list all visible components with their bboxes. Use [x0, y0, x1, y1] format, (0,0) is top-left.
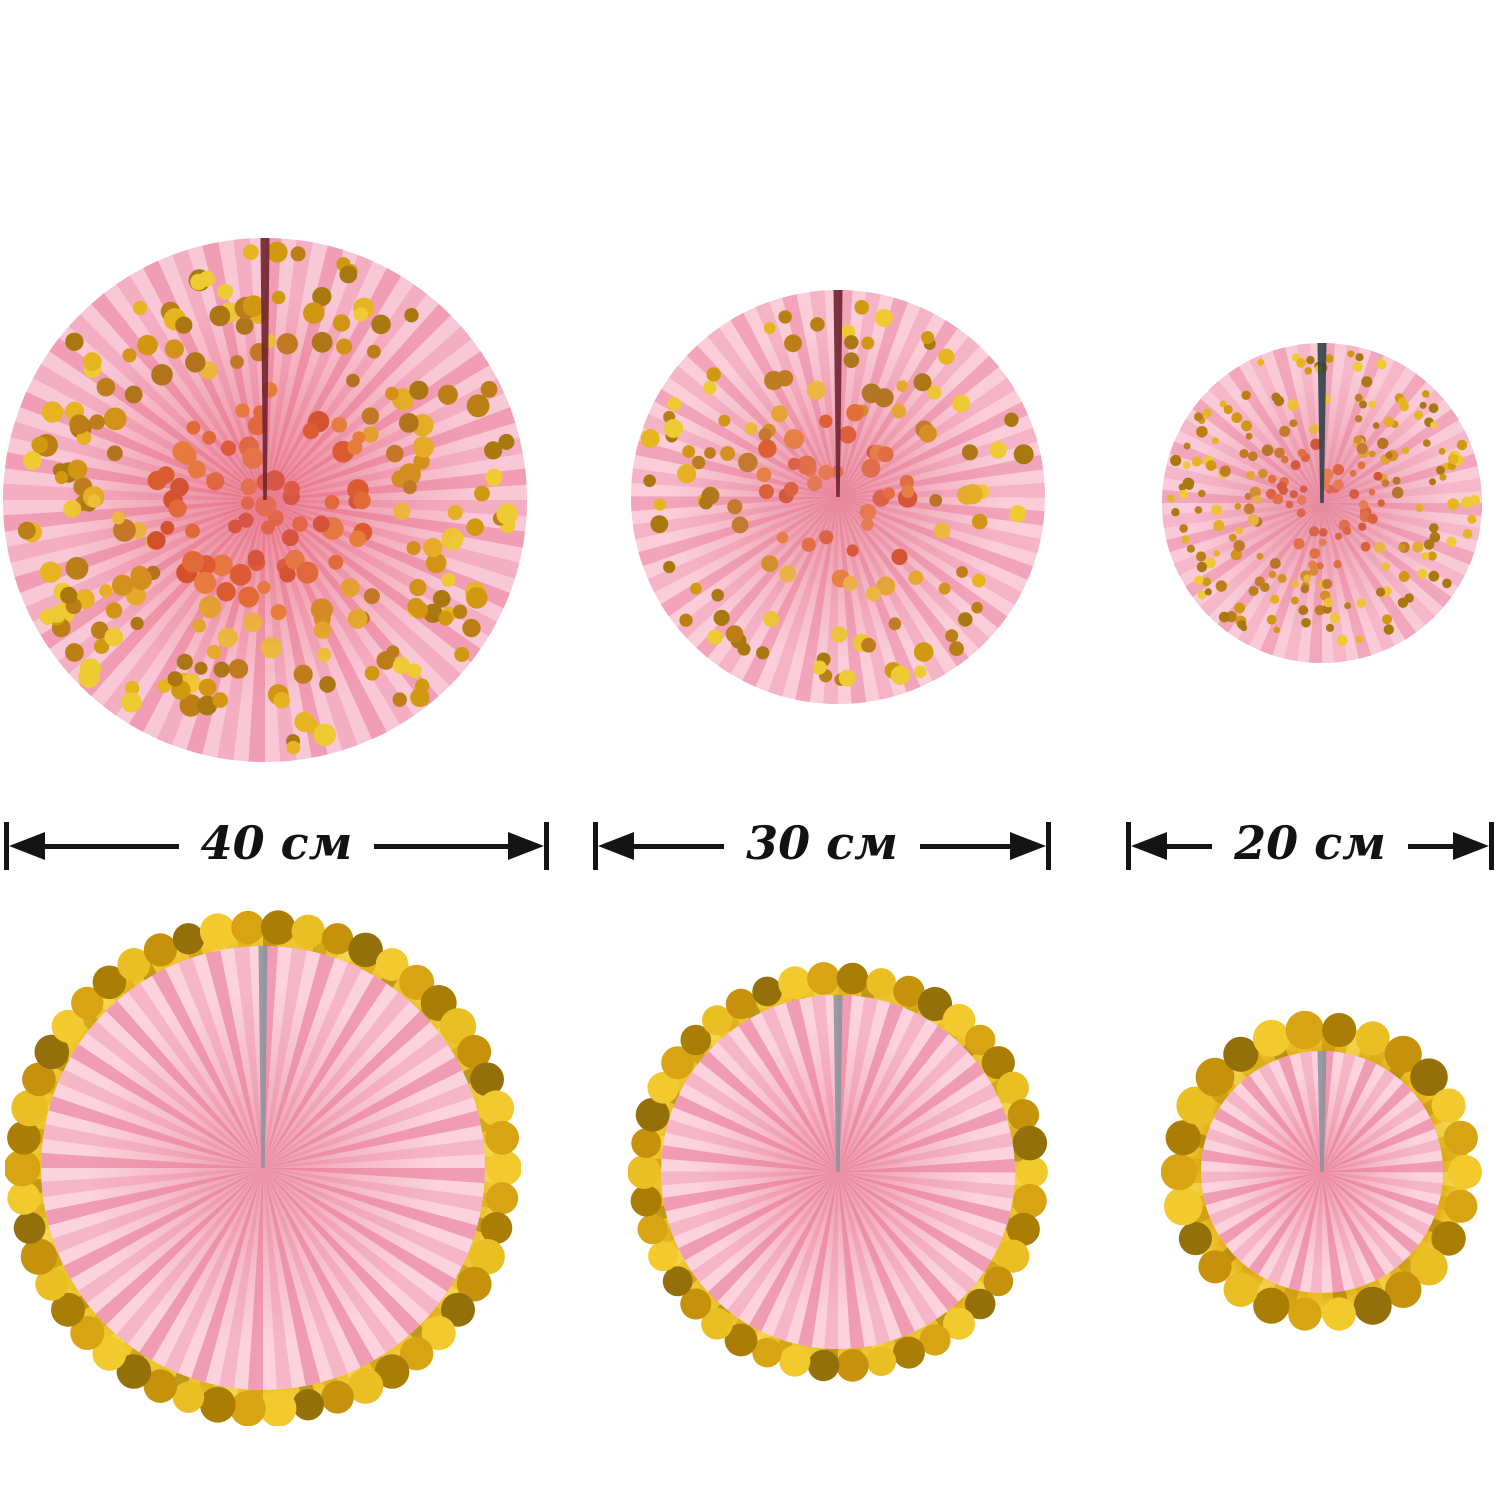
paper-fan-goldtrim-40cm — [5, 910, 521, 1426]
dimension-line — [1407, 843, 1453, 849]
dimension-line — [634, 843, 725, 849]
dimension-line — [919, 843, 1010, 849]
paper-fan-polka-30cm — [631, 290, 1045, 704]
arrow-left-icon — [598, 832, 634, 860]
dimension-arrow-40cm: 40 см — [4, 810, 549, 882]
paper-fan-goldtrim-20cm — [1161, 1011, 1482, 1331]
arrow-right-icon — [1010, 832, 1046, 860]
dimension-label-40cm: 40 см — [200, 816, 353, 870]
arrow-right-icon — [1453, 832, 1489, 860]
dimension-line — [45, 843, 179, 849]
paper-fan-polka-40cm — [3, 238, 527, 762]
dimension-arrow-20cm: 20 см — [1126, 810, 1494, 882]
arrow-right-icon — [508, 832, 544, 860]
dimension-line — [1167, 843, 1213, 849]
dimension-endbar — [1489, 822, 1494, 870]
paper-fan-polka-20cm — [1162, 343, 1482, 663]
dimension-line — [374, 843, 508, 849]
arrow-left-icon — [1131, 832, 1167, 860]
dimension-endbar — [544, 822, 549, 870]
dimension-label-30cm: 30 см — [746, 816, 898, 870]
paper-fan-goldtrim-30cm — [628, 962, 1048, 1382]
dimension-endbar — [4, 822, 9, 870]
dimension-endbar — [593, 822, 598, 870]
dimension-arrow-30cm: 30 см — [593, 810, 1051, 882]
dimension-endbar — [1126, 822, 1131, 870]
dimension-label-20cm: 20 см — [1234, 816, 1386, 870]
dimension-endbar — [1046, 822, 1051, 870]
arrow-left-icon — [9, 832, 45, 860]
